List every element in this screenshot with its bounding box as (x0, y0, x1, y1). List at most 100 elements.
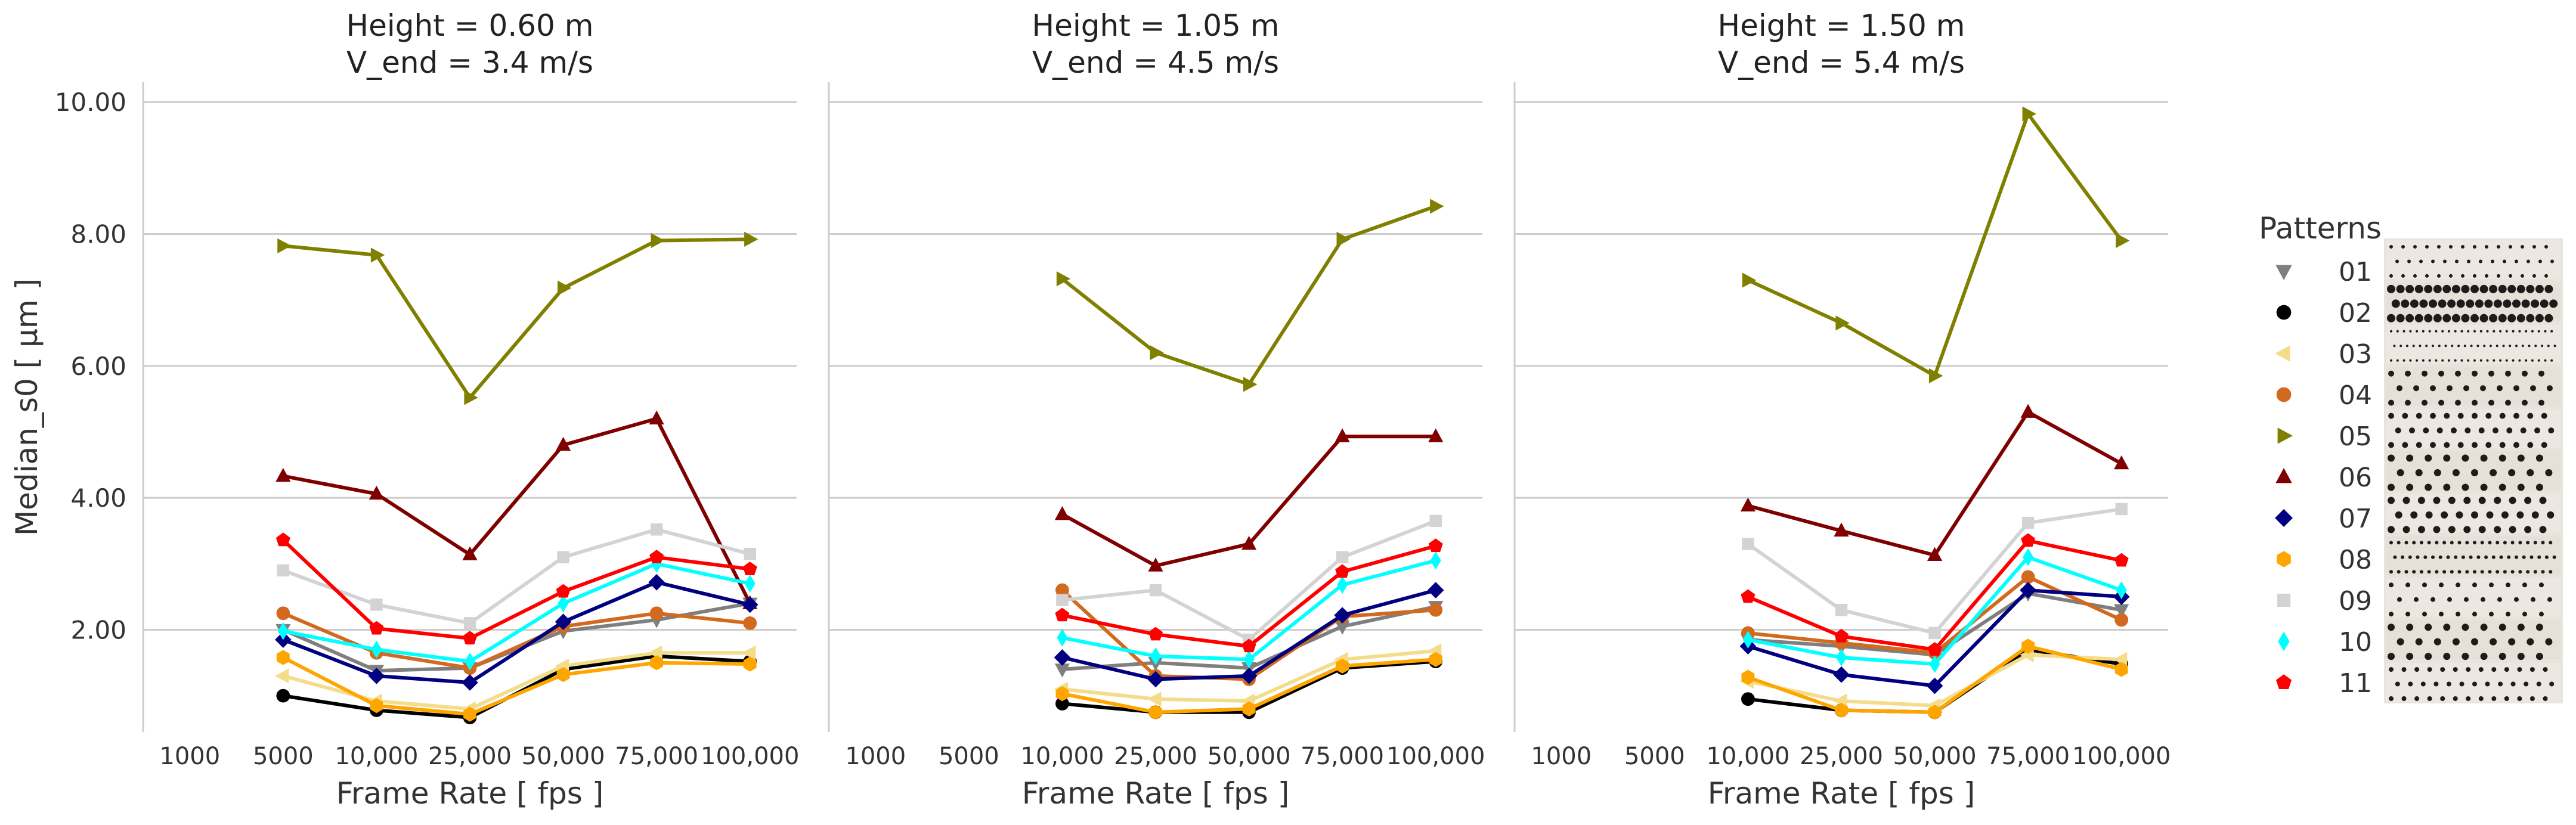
data-point (648, 574, 665, 591)
swatch-dot (2549, 570, 2553, 574)
swatch-dot (2433, 314, 2442, 322)
swatch-dot (2422, 399, 2428, 406)
swatch-dot (2406, 483, 2414, 491)
swatch-dot (2539, 582, 2544, 588)
swatch-dot (2544, 284, 2553, 293)
swatch-dot (2496, 541, 2500, 545)
swatch-dot (2498, 314, 2507, 322)
swatch-dot (2414, 667, 2420, 672)
swatch-dot (2507, 555, 2511, 559)
x-tick-label: 5000 (1624, 743, 1685, 770)
swatch-dot (2416, 442, 2422, 448)
data-point (1835, 604, 1848, 616)
swatch-dot (2395, 681, 2400, 687)
swatch-dot (2470, 284, 2479, 293)
swatch-dot (2518, 359, 2521, 362)
swatch-dot (2390, 359, 2392, 362)
swatch-dot (2540, 299, 2549, 308)
swatch-dot (2529, 667, 2535, 672)
swatch-dot (2525, 330, 2528, 333)
data-point (276, 606, 290, 621)
swatch-dot (2517, 483, 2525, 491)
swatch-dot (2491, 696, 2497, 701)
data-point (1055, 583, 1069, 597)
swatch-dot (2431, 259, 2435, 263)
series-07 (275, 574, 758, 691)
swatch-dot (2473, 330, 2476, 333)
swatch-dot (2547, 385, 2553, 392)
swatch-dot (2506, 427, 2513, 434)
swatch-dot (2401, 696, 2407, 701)
legend-marker (2275, 345, 2290, 362)
data-point (649, 550, 664, 563)
series-08 (1055, 652, 1442, 720)
data-point (743, 656, 757, 672)
swatch-dot (2390, 330, 2392, 333)
swatch-dot (2538, 370, 2544, 377)
swatch-dot (2441, 511, 2448, 519)
swatch-dot (2493, 330, 2496, 333)
swatch-dot (2389, 570, 2393, 574)
swatch-dot (2480, 624, 2488, 631)
swatch-dot (2479, 330, 2482, 333)
data-point (1928, 368, 1943, 384)
data-point (1242, 701, 1256, 717)
data-point (369, 485, 385, 500)
series-10 (1742, 548, 2127, 674)
legend-label: 04 (2339, 380, 2372, 411)
swatch-dot (2496, 345, 2498, 348)
swatch-dot (2473, 274, 2476, 278)
swatch-dot (2427, 696, 2432, 701)
swatch-dot (2486, 330, 2489, 333)
swatch-dot (2484, 299, 2493, 308)
swatch-dot (2485, 245, 2488, 249)
swatch-dot (2409, 359, 2412, 362)
series-line-11 (281, 538, 751, 640)
panel-title-line1: Height = 1.05 m (1032, 8, 1280, 43)
data-point (742, 562, 757, 575)
swatch-dot (2517, 454, 2525, 462)
swatch-dot (2439, 582, 2444, 588)
swatch-dot (2457, 345, 2460, 348)
swatch-dot (2454, 330, 2457, 333)
swatch-dot (2535, 454, 2543, 462)
swatch-dot (2435, 359, 2438, 362)
swatch-dot (2442, 570, 2447, 574)
swatch-dot (2509, 345, 2512, 348)
swatch-dot (2473, 570, 2476, 574)
swatch-dot (2395, 511, 2402, 519)
data-point (1150, 345, 1164, 361)
swatch-dot (2401, 299, 2410, 308)
swatch-dot (2438, 299, 2447, 308)
swatch-dot (2419, 299, 2428, 308)
swatch-dot (2395, 427, 2401, 434)
data-point (462, 546, 478, 560)
swatch-dot (2422, 582, 2427, 588)
swatch-dot (2456, 511, 2463, 519)
legend-marker (2276, 387, 2292, 402)
swatch-dot (2430, 385, 2436, 392)
legend-title: Patterns (2259, 211, 2382, 246)
swatch-row (2386, 324, 2561, 364)
swatch-dot (2489, 582, 2494, 588)
swatch-dot (2532, 245, 2536, 249)
data-point (1056, 271, 1071, 287)
data-point (1054, 506, 1070, 520)
swatch-dot (2514, 597, 2519, 602)
swatch-dot (2507, 314, 2516, 322)
swatch-dot (2522, 612, 2527, 617)
y-axis-ticks: 2.00 4.00 6.00 8.00 10.00 (55, 88, 126, 644)
swatch-dot (2491, 555, 2496, 559)
data-point (2020, 404, 2036, 418)
series-11 (1055, 538, 1443, 653)
swatch-dot (2549, 681, 2555, 687)
swatch-dot (2552, 555, 2556, 559)
swatch-dot (2457, 570, 2462, 574)
swatch-dot (2457, 412, 2464, 419)
swatch-dot (2488, 370, 2494, 377)
swatch-dot (2488, 570, 2492, 574)
swatch-dot (2518, 330, 2521, 333)
swatch-dot (2406, 454, 2414, 462)
y-tick-label: 4.00 (70, 483, 126, 513)
data-point (1056, 594, 1069, 606)
